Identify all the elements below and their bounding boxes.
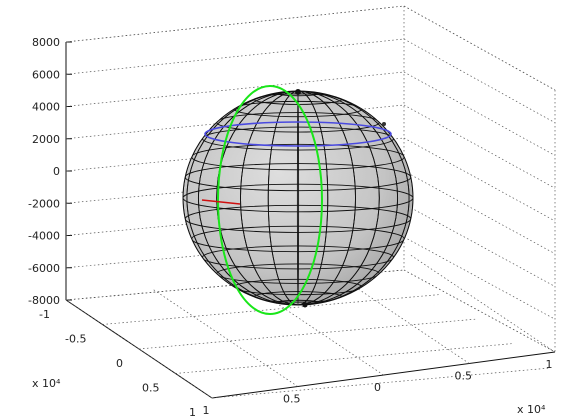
z-tick-label: 0 — [53, 165, 60, 178]
left-axis-exponent: x 10⁴ — [32, 377, 61, 390]
floor-grid-line — [211, 367, 551, 399]
floor-grid-line — [65, 269, 405, 301]
z-tick-label: 4000 — [32, 101, 60, 114]
bottom-pole-marker — [302, 302, 308, 308]
z-grid-line — [403, 71, 556, 156]
z-grid-line — [403, 203, 556, 287]
z-grid-line — [403, 104, 556, 189]
z-grid-line — [65, 71, 405, 107]
red-segment — [201, 199, 241, 205]
right-axis-exponent: x 10⁴ — [517, 403, 546, 416]
z-grid-line — [403, 236, 556, 320]
left-axis-tick-label: 0 — [116, 357, 123, 370]
z-grid-line — [403, 269, 556, 353]
left-tick-labels: -1 -0.5 0 0.5 1 — [39, 308, 196, 418]
z-grid-line — [403, 5, 556, 91]
floor-grid-line — [102, 294, 441, 325]
z-tick-label: 2000 — [32, 133, 60, 146]
top-pole-marker — [295, 89, 301, 95]
meridian-mesh-line — [296, 91, 300, 305]
meridian-mesh-line — [197, 91, 399, 305]
floor-grid-line — [237, 276, 384, 376]
right-tick-labels: 1 0.5 0 0.5 1 — [203, 358, 553, 417]
left-axis-tick-label: 1 — [189, 406, 196, 418]
blue-latitude-circle — [204, 121, 392, 147]
latitude-mesh-line — [183, 183, 413, 213]
floor-grid-line — [408, 253, 556, 353]
z-tick-label: -2000 — [28, 197, 60, 210]
z-tick-label: -6000 — [28, 262, 60, 275]
z-grid-line — [65, 236, 405, 269]
z-tick-label: 8000 — [32, 36, 60, 49]
floor-grid-line — [323, 265, 470, 364]
floor-grid — [65, 253, 556, 399]
z-grid-line — [65, 38, 405, 75]
right-axis-tick-label: 1 — [203, 404, 210, 417]
floor-grid-line — [138, 318, 478, 350]
z-tick-labels: 8000 6000 4000 2000 0 -2000 -4000 -6000 -8000 — [28, 36, 60, 307]
meridian-mesh-line — [186, 91, 410, 305]
z-grid-line — [65, 137, 405, 172]
meridian-mesh-line — [216, 91, 380, 305]
green-meridian-circle — [217, 85, 323, 315]
meridian-mesh-line — [240, 91, 356, 305]
right-axis-tick-label: 0.5 — [455, 370, 473, 383]
floor-grid-line — [151, 288, 298, 387]
z-grid-line — [65, 203, 405, 236]
right-axis-tick-label: 0 — [374, 381, 381, 394]
z-tick-label: -4000 — [28, 230, 60, 243]
back-wall-edge — [403, 5, 556, 91]
z-tick-label: -8000 — [28, 294, 60, 307]
left-axis-tick-label: -1 — [39, 308, 50, 321]
z-grid-line — [65, 170, 405, 204]
right-axis-tick-label: 1 — [546, 358, 553, 371]
meridian-mesh-line — [267, 91, 329, 305]
blue-circle-marker — [382, 122, 386, 126]
z-grid-line — [403, 170, 556, 255]
z-grid-line — [403, 137, 556, 222]
z-grid — [65, 5, 556, 353]
floor-grid-line — [65, 299, 213, 399]
left-axis-tick-label: 0.5 — [142, 382, 160, 395]
back-floor-edge — [403, 269, 556, 353]
z-grid-line — [65, 104, 405, 140]
right-axis-tick-label: 0.5 — [283, 393, 301, 406]
z-tick-label: 6000 — [32, 68, 60, 81]
z-grid-line — [65, 5, 405, 43]
left-axis-tick-label: -0.5 — [65, 333, 86, 346]
z-grid-line — [403, 38, 556, 124]
floor-grid-line — [175, 343, 514, 374]
